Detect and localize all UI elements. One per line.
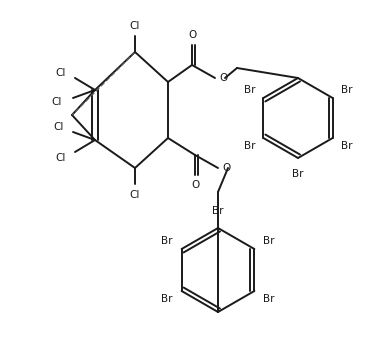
Text: Cl: Cl <box>130 190 140 200</box>
Text: O: O <box>188 30 196 40</box>
Text: Br: Br <box>292 169 304 179</box>
Text: Br: Br <box>212 206 224 216</box>
Text: Br: Br <box>161 236 173 246</box>
Text: Br: Br <box>341 85 352 95</box>
Text: Cl: Cl <box>56 68 66 78</box>
Text: O: O <box>191 180 199 190</box>
Text: Br: Br <box>263 236 275 246</box>
Text: O: O <box>219 73 227 83</box>
Text: Cl: Cl <box>56 153 66 163</box>
Text: Cl: Cl <box>52 97 62 107</box>
Text: Cl: Cl <box>130 21 140 31</box>
Text: Br: Br <box>244 85 255 95</box>
Text: Br: Br <box>263 295 275 305</box>
Text: Br: Br <box>161 295 173 305</box>
Text: Br: Br <box>244 141 255 151</box>
Text: O: O <box>222 163 230 173</box>
Text: Br: Br <box>341 141 352 151</box>
Text: Cl: Cl <box>54 122 64 132</box>
